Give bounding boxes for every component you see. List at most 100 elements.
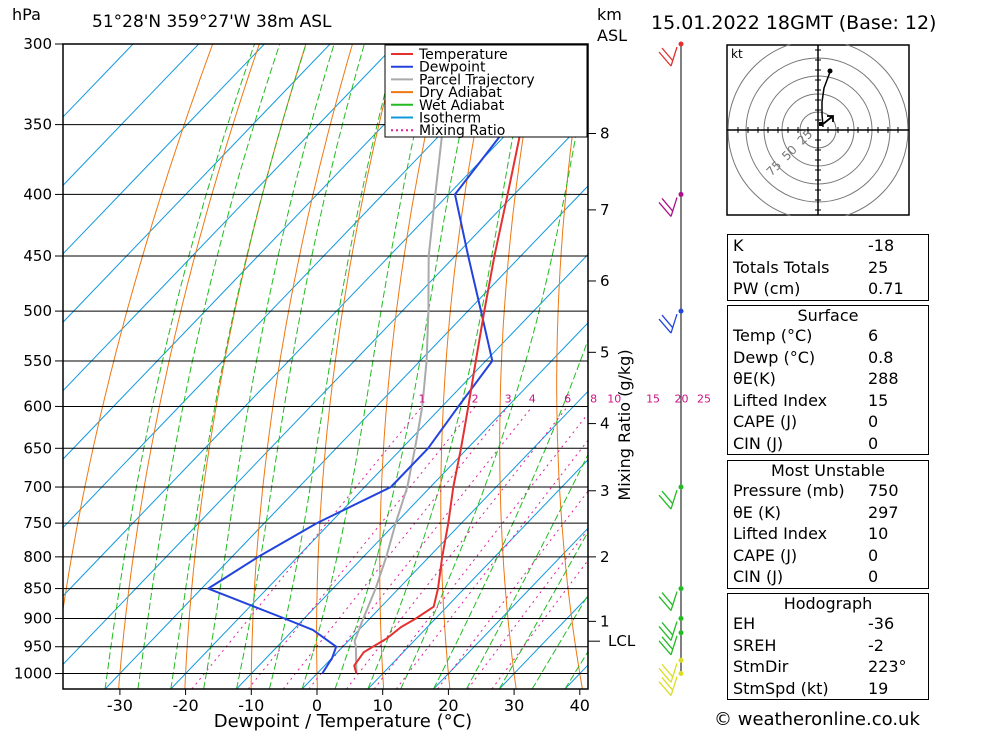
wind-level-marker [678, 615, 684, 621]
dry-adiabat-line [612, 8, 649, 689]
index-row: Totals Totals 25 [728, 257, 928, 279]
wind-level-marker [678, 657, 684, 663]
dry-adiabat-line [118, 44, 260, 689]
index-row: K -18 [728, 235, 928, 257]
dry-adiabat-line [556, 44, 586, 689]
most-unstable-label: Pressure (mb) [733, 481, 845, 500]
mixing-ratio-line [247, 406, 476, 689]
surface-value: 6 [868, 326, 879, 345]
legend-entry: Dry Adiabat [419, 85, 502, 101]
isotherm-line [63, 44, 200, 187]
wind-barb [658, 489, 678, 510]
surface-row: Temp (°C) 6 [728, 325, 928, 347]
wind-barb [658, 591, 678, 611]
x-tick-label: 30 [504, 696, 524, 715]
isotherm-line [301, 390, 588, 689]
hodograph-stats-title: Hodograph [783, 594, 873, 613]
km-tick-label: 2 [600, 548, 610, 566]
surface-row: θE(K) 288 [728, 368, 928, 390]
wind-level-marker [678, 586, 684, 592]
surface-value: 0 [868, 412, 879, 431]
wind-barb [658, 313, 678, 334]
wind-barb [658, 663, 678, 683]
wind-barb [658, 676, 678, 696]
pressure-tick-label: 600 [23, 397, 52, 415]
mixing-ratio-line [395, 439, 588, 689]
most-unstable-panel: Most Unstable Pressure (mb) 750 θE (K) 297 L… [727, 460, 929, 589]
x-tick-label: -30 [107, 696, 133, 715]
surface-label: Temp (°C) [733, 326, 813, 345]
lcl-label: LCL [608, 632, 636, 650]
index-label: PW (cm) [733, 279, 801, 298]
most-unstable-row: CIN (J) 0 [728, 566, 928, 588]
mixing-ratio-label: 8 [590, 392, 597, 405]
most-unstable-value: 0 [868, 567, 879, 586]
pressure-tick-label: 400 [23, 185, 52, 203]
index-row: PW (cm) 0.71 [728, 278, 928, 300]
mixing-ratio-line [191, 406, 423, 689]
km-tick-label: 5 [600, 343, 610, 361]
km-tick-label: 7 [600, 201, 610, 219]
x-tick-label: 10 [373, 696, 393, 715]
isotherm-line [63, 44, 266, 255]
most-unstable-value: 0 [868, 545, 879, 565]
wind-level-marker [678, 484, 684, 490]
most-unstable-row: Pressure (mb) 750 [728, 480, 928, 502]
hodograph-stat-label: EH [733, 614, 756, 633]
mixing-ratio-label: 15 [646, 392, 660, 405]
pressure-tick-label: 550 [23, 352, 52, 370]
legend-entry: Temperature [418, 47, 508, 63]
isotherm-line [170, 253, 588, 689]
km-tick-label: 3 [600, 482, 610, 500]
storm-motion-arrow [822, 115, 834, 125]
mixing-ratio-line [282, 406, 509, 689]
parcel-trajectory-line [353, 44, 463, 674]
most-unstable-row: Lifted Index 10 [728, 523, 928, 545]
legend-entry: Dewpoint [419, 60, 486, 76]
wet-adiabat-line [433, 338, 588, 689]
surface-row: Dewp (°C) 0.8 [728, 347, 928, 369]
pressure-tick-label: 350 [23, 116, 52, 134]
surface-value: 15 [868, 390, 889, 410]
pressure-tick-label: 1000 [14, 665, 52, 683]
x-tick-label: -20 [173, 696, 199, 715]
dry-adiabat-line [957, 8, 1000, 689]
location-title: 51°28'N 359°27'W 38m ASL [92, 12, 332, 32]
dry-adiabat-line [379, 44, 447, 689]
index-label: Totals Totals [733, 257, 830, 277]
km-tick-label: 4 [600, 415, 610, 433]
isotherm-line [433, 527, 588, 689]
wet-adiabat-line [400, 66, 588, 689]
index-value: 0.71 [868, 279, 904, 298]
wind-barb [658, 635, 678, 656]
hodograph-stats-panel: Hodograph EH -36 SREH -2 StmDir 223° StmSpd (k… [727, 593, 929, 700]
surface-label: CAPE (J) [733, 412, 798, 431]
x-tick-label: 20 [438, 696, 458, 715]
most-unstable-row: θE (K) 297 [728, 502, 928, 524]
most-unstable-label: θE (K) [733, 502, 781, 522]
mixing-ratio-label: 2 [472, 392, 479, 405]
mixing-ratio-label: 6 [564, 392, 571, 405]
km-tick-label: 8 [600, 124, 610, 142]
legend-entry: Isotherm [419, 111, 481, 127]
hodograph-stat-row: SREH -2 [728, 635, 928, 657]
surface-label: Dewp (°C) [733, 347, 816, 367]
surface-label: CIN (J) [733, 433, 784, 453]
hodograph-stat-label: StmDir [733, 657, 789, 676]
most-unstable-label: CIN (J) [733, 567, 784, 586]
wet-adiabat-line [301, 44, 436, 689]
plot-frame [62, 43, 589, 690]
x-tick-label: 40 [570, 696, 590, 715]
x-axis-label: Dewpoint / Temperature (°C) [214, 711, 472, 732]
wind-barb [658, 46, 678, 67]
asl-unit-label: ASL [597, 26, 628, 45]
x-tick-label: -10 [238, 696, 264, 715]
dry-adiabat-line [63, 44, 214, 613]
km-tick-label: 1 [600, 612, 610, 630]
hodograph-origin-marker [819, 122, 823, 126]
most-unstable-value: 750 [868, 481, 899, 500]
hodograph-stat-value: -36 [868, 614, 895, 633]
mixing-ratio-label: 25 [697, 392, 711, 405]
